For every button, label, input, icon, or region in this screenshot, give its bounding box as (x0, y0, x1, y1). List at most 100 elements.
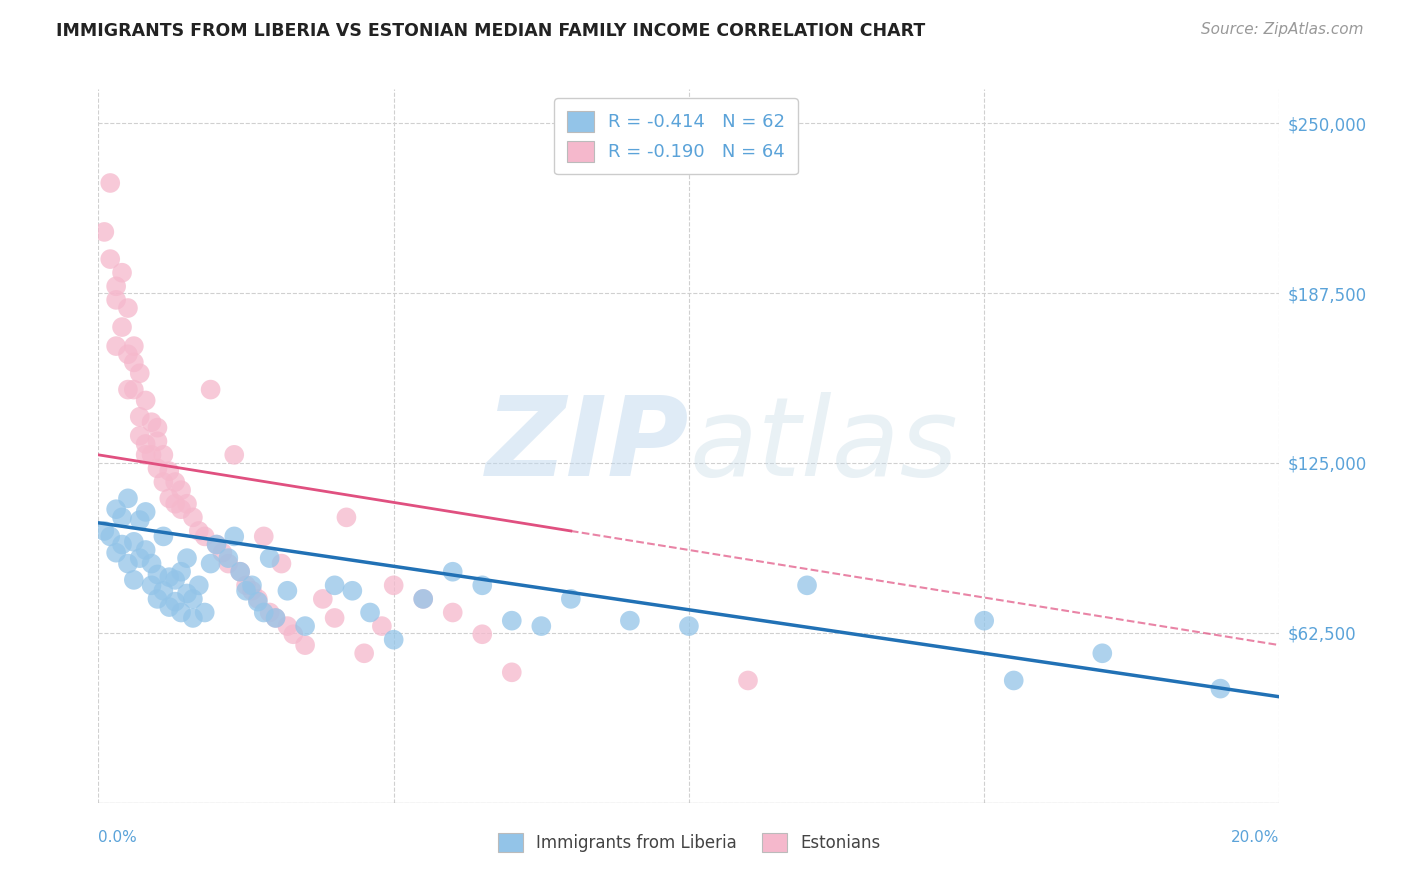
Point (146, 461, 169, 475)
Point (412, 591, 434, 606)
Point (117, 383, 139, 397)
Point (973, 614, 995, 628)
Point (412, 591, 434, 606)
Point (737, 673, 759, 688)
Point (111, 510, 134, 524)
Point (117, 347, 139, 361)
Point (382, 632, 405, 647)
Point (146, 420, 169, 434)
Point (128, 409, 150, 424)
Point (229, 565, 252, 579)
Point (205, 537, 228, 551)
Point (441, 565, 464, 579)
Text: 0.0%: 0.0% (98, 830, 138, 845)
Point (135, 448, 157, 462)
Point (530, 619, 553, 633)
Point (176, 497, 198, 511)
Point (217, 557, 239, 571)
Point (93, 225, 115, 239)
Point (323, 578, 346, 592)
Point (105, 502, 128, 516)
Point (294, 638, 316, 652)
Point (194, 529, 217, 543)
Point (170, 502, 193, 516)
Point (170, 606, 193, 620)
Point (176, 586, 198, 600)
Point (181, 611, 204, 625)
Point (560, 591, 582, 606)
Point (276, 619, 298, 633)
Point (181, 510, 204, 524)
Point (111, 537, 134, 551)
Point (235, 578, 257, 592)
Point (259, 551, 281, 566)
Point (152, 475, 174, 489)
Point (246, 594, 269, 608)
Point (111, 320, 134, 334)
Point (312, 591, 335, 606)
Point (157, 491, 180, 506)
Legend: Immigrants from Liberia, Estonians: Immigrants from Liberia, Estonians (491, 826, 887, 859)
Point (678, 619, 700, 633)
Point (246, 591, 269, 606)
Point (1091, 646, 1114, 660)
Point (371, 619, 394, 633)
Point (264, 611, 287, 625)
Point (353, 646, 375, 660)
Point (105, 279, 128, 293)
Point (235, 583, 257, 598)
Point (98, 176, 121, 190)
Point (105, 546, 128, 560)
Point (152, 448, 174, 462)
Point (382, 578, 405, 592)
Point (135, 543, 157, 558)
Point (128, 513, 150, 527)
Point (141, 557, 163, 571)
Text: Source: ZipAtlas.com: Source: ZipAtlas.com (1201, 22, 1364, 37)
Point (224, 529, 246, 543)
Point (128, 551, 150, 566)
Point (253, 529, 276, 543)
Point (224, 448, 246, 462)
Point (501, 614, 523, 628)
Point (501, 665, 523, 680)
Point (105, 339, 128, 353)
Point (117, 491, 139, 506)
Point (122, 339, 145, 353)
Point (270, 557, 292, 571)
Point (165, 475, 187, 489)
Point (240, 578, 263, 592)
Point (128, 429, 150, 443)
Point (141, 415, 163, 429)
Point (211, 546, 233, 560)
Point (240, 583, 263, 598)
Point (141, 578, 163, 592)
Point (205, 537, 228, 551)
Point (122, 534, 145, 549)
Point (1209, 681, 1232, 696)
Point (157, 600, 180, 615)
Point (152, 529, 174, 543)
Point (342, 583, 364, 598)
Point (194, 606, 217, 620)
Point (796, 578, 818, 592)
Point (111, 266, 134, 280)
Point (93, 524, 115, 538)
Point (135, 505, 157, 519)
Point (165, 497, 187, 511)
Point (105, 293, 128, 307)
Point (146, 591, 169, 606)
Point (165, 594, 187, 608)
Point (264, 611, 287, 625)
Point (152, 583, 174, 598)
Point (165, 573, 187, 587)
Point (259, 606, 281, 620)
Point (117, 301, 139, 315)
Point (335, 510, 357, 524)
Point (122, 573, 145, 587)
Point (170, 565, 193, 579)
Point (135, 437, 157, 451)
Point (1002, 673, 1025, 688)
Point (359, 606, 381, 620)
Point (157, 570, 180, 584)
